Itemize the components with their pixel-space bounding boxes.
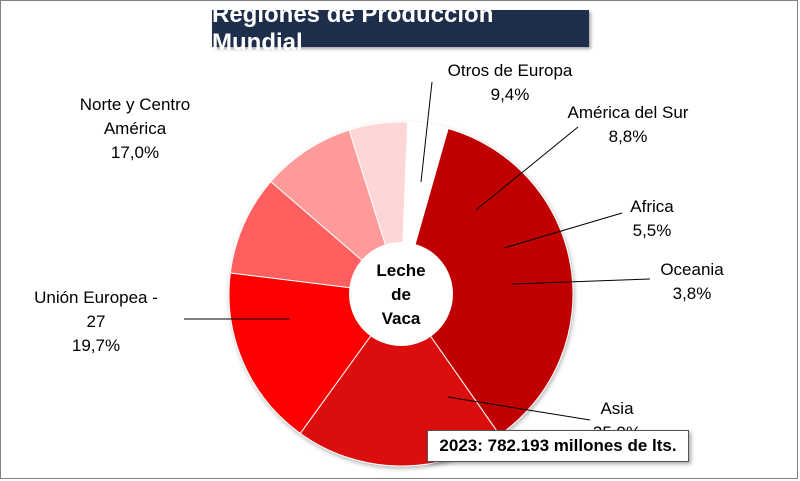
slice-value-label-6: 17,0%: [111, 143, 159, 162]
slice-label-0-0: Otros de Europa: [448, 61, 573, 80]
slice-label-4-0: Asia: [600, 399, 634, 418]
leader-line-0: [420, 81, 433, 183]
pie-slice-4: [400, 127, 574, 436]
slice-value-label-1: 8,8%: [609, 127, 648, 146]
leader-line-4: [447, 396, 591, 421]
leader-line-1: [475, 126, 579, 211]
slice-value-label-2: 5,5%: [633, 221, 672, 240]
pie-slice-1: [270, 129, 403, 296]
center-label-line-2: de: [391, 285, 411, 304]
slice-value-label-5: 19,7%: [72, 336, 120, 355]
leader-line-2: [503, 212, 623, 249]
donut-hole: [349, 242, 453, 346]
slice-label-1-0: América del Sur: [568, 103, 689, 122]
total-production-label: 2023: 782.193 millones de lts.: [427, 430, 689, 462]
slice-label-3-0: Oceania: [660, 260, 724, 279]
slice-value-label-3: 3,8%: [673, 284, 712, 303]
leader-line-3: [511, 278, 651, 285]
slice-label-6-1: América: [104, 119, 167, 138]
center-label-line-3: Vaca: [382, 309, 421, 328]
slice-label-5-0: Unión Europea -: [34, 288, 158, 307]
center-label-line-1: Leche: [376, 261, 425, 280]
slice-label-6-0: Norte y Centro: [80, 95, 191, 114]
slice-label-2-0: Africa: [630, 197, 674, 216]
slice-value-label-0: 9,4%: [491, 85, 530, 104]
slice-label-5-1: 27: [87, 312, 106, 331]
